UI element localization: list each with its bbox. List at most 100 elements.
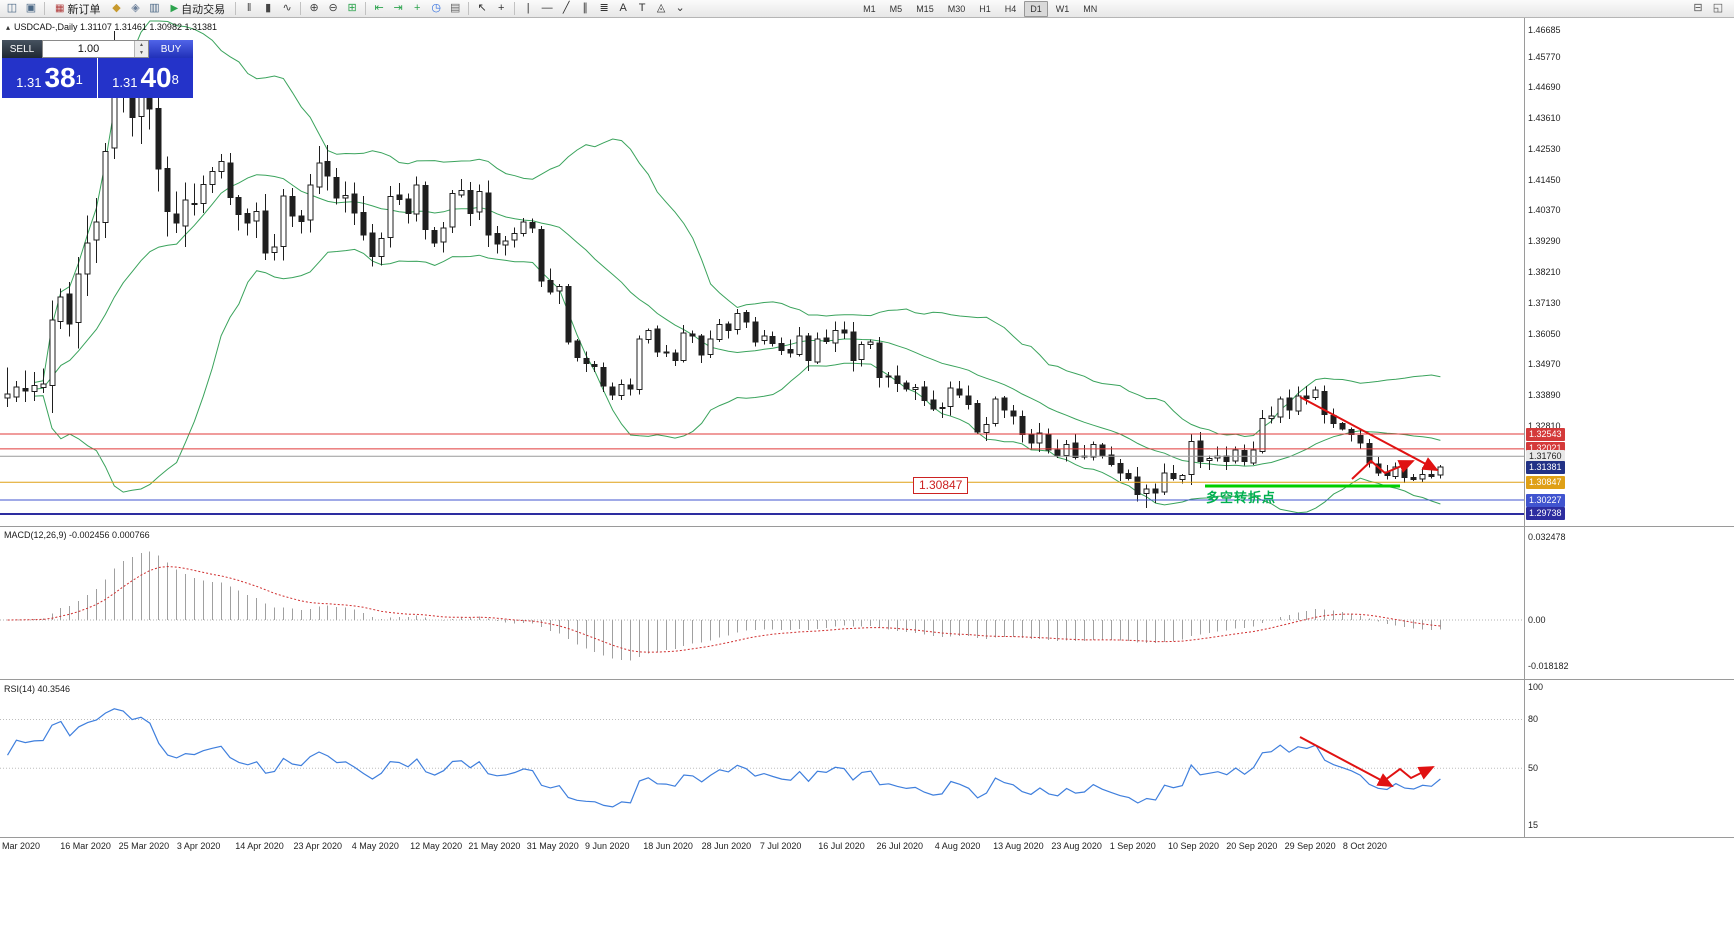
trendline-icon[interactable]: ╱ [562,2,570,14]
chart-title: ▴ USDCAD-,Daily 1.31107 1.31461 1.30982 … [6,22,217,32]
cursor-icon[interactable]: ↖ [477,2,487,14]
macd-axis-label: 0.00 [1528,614,1546,625]
rsi-indicator-label: RSI(14) 40.3546 [4,684,71,694]
label-icon[interactable]: T [638,2,646,14]
buy-button[interactable]: BUY [149,40,193,58]
timeframe-button-m30[interactable]: M30 [947,3,966,14]
date-axis-label: 7 Jul 2020 [759,841,802,851]
chart-canvas[interactable]: 1.46685 1.45770 1.44690 1.43610 1.42530 1.414… [0,18,1734,943]
zoom-in-icon[interactable]: ⊕ [309,2,319,14]
date-axis-label: 25 Mar 2020 [118,841,170,851]
date-axis-label: 8 Oct 2020 [1342,841,1387,851]
periods-icon[interactable]: ◷ [431,2,441,14]
buy-price-int: 1.31 [112,74,138,90]
rsi-axis-label: 100 [1528,681,1544,692]
depth-of-market-icon[interactable]: ◈ [131,2,140,14]
toolbar-separator [514,2,516,15]
price-axis-label: 1.36050 [1528,328,1561,339]
sell-button[interactable]: SELL [2,40,42,58]
volume-down-button[interactable]: ▼ [135,49,148,57]
date-axis-label: 23 Apr 2020 [293,841,343,851]
one-click-trading-panel: SELL 1.00 ▲ ▼ BUY 1.31 38 1 1.31 40 8 [2,40,193,98]
auto-trading-button-icon: ▶ [170,3,179,14]
templates-icon[interactable]: ▤ [449,2,461,14]
sell-price-point: 1 [75,71,83,87]
date-axis-label: 23 Aug 2020 [1051,841,1102,851]
vertical-line-icon[interactable]: | [526,2,530,14]
auto-trading-button[interactable]: ▶ 自动交易 [164,1,231,17]
price-tag: 1.29738 [1526,507,1565,521]
arrow-tools-icon[interactable]: ⌄ [675,2,685,14]
turning-point-label[interactable]: 多空转折点 [1206,490,1277,505]
buy-price-pips: 40 [140,62,172,93]
toolbar-separator [365,2,367,15]
sell-price-pips: 38 [44,62,76,93]
line-chart-type-icon[interactable]: ∿ [282,2,292,14]
toolbar: ◫ ▣ ▦ 新订单 ◆ ◈ ▥ ▶ 自动交易 ‖ ▮ ∿ ⊕ ⊖ ⊞ ⇤ ⇥ + ◷ ▤ ↖ + | — ╱ ∥ ≣ A T ◬ ⌄ M1 M… [0,0,1734,18]
date-axis-label: 21 May 2020 [468,841,521,851]
price-axis-label: 1.42530 [1528,143,1561,154]
timeframe-button-d1[interactable]: D1 [1024,0,1048,17]
terminal-icon[interactable]: ▥ [149,2,160,14]
buy-price[interactable]: 1.31 40 8 [98,58,193,98]
price-tag: 1.30847 [1526,475,1565,489]
price-axis-label: 1.33890 [1528,390,1561,401]
timeframe-button-mn[interactable]: MN [1083,3,1098,14]
fibonacci-icon[interactable]: ≣ [599,2,609,14]
indicators-icon[interactable]: + [413,2,421,14]
sell-price[interactable]: 1.31 38 1 [2,58,98,98]
channel-icon[interactable]: ∥ [582,2,588,14]
price-axis-label: 1.46685 [1528,25,1561,36]
rsi-axis-label: 50 [1528,762,1539,773]
tile-windows-icon[interactable]: ⊞ [347,2,357,14]
rsi-axis-label: 15 [1528,819,1539,830]
price-quote-panel: 1.31 38 1 1.31 40 8 [2,58,193,98]
volume-value[interactable]: 1.00 [77,43,100,55]
price-tag: 1.31381 [1526,460,1565,474]
price-axis-label: 1.44690 [1528,82,1561,93]
date-axis-label: 4 Aug 2020 [934,841,981,851]
date-axis-label: 14 Apr 2020 [235,841,284,851]
date-axis-label: 1 Sep 2020 [1109,841,1156,851]
date-axis-label: 26 Jul 2020 [876,841,924,851]
symbols-icon[interactable]: ◆ [112,2,121,14]
timeframe-button-m15[interactable]: M15 [916,3,934,14]
rsi-axis-label: 80 [1528,713,1539,724]
toolbar-right-group: ⊟ ◱ [1689,1,1727,17]
text-icon[interactable]: A [619,2,627,14]
zoom-out-icon[interactable]: ⊖ [328,2,338,14]
chart-title-text: USDCAD-,Daily 1.31107 1.31461 1.30982 1.… [14,22,217,32]
new-order-button-icon: ▦ [55,3,65,14]
volume-up-button[interactable]: ▲ [135,41,148,49]
toolbar-separator [300,2,302,15]
volume-input[interactable]: 1.00 ▲ ▼ [42,40,149,58]
timeframe-button-m1[interactable]: M1 [863,3,876,14]
timeframe-button-m5[interactable]: M5 [889,3,903,14]
restore-window-icon[interactable]: ◱ [1712,2,1724,14]
price-axis-label: 1.39290 [1528,236,1561,247]
crosshair-icon[interactable]: + [497,2,505,14]
price-axis-label: 1.38210 [1528,267,1561,278]
toolbar-separator [468,2,470,15]
chart-shift-icon[interactable]: ⇥ [393,2,403,14]
new-chart-icon[interactable]: ◫ [6,2,18,14]
horizontal-line-icon[interactable]: — [541,2,553,14]
profiles-icon[interactable]: ▣ [25,2,37,14]
price-axis-label: 1.32810 [1528,420,1561,431]
date-axis-label: 29 Sep 2020 [1284,841,1336,851]
bar-chart-type-icon[interactable]: ‖ [246,2,252,14]
date-axis-label: 16 Jul 2020 [818,841,865,851]
toolbar-separator [235,2,237,15]
candlestick-type-icon[interactable]: ▮ [265,2,272,14]
shapes-icon[interactable]: ◬ [656,2,666,14]
docking-icon[interactable]: ⊟ [1693,2,1703,14]
timeframe-button-w1[interactable]: W1 [1055,3,1070,14]
auto-scroll-icon[interactable]: ⇤ [374,2,384,14]
timeframe-button-h4[interactable]: H4 [1004,3,1017,14]
toolbar-left-group: ◫ ▣ ▦ 新订单 ◆ ◈ ▥ ▶ 自动交易 ‖ ▮ ∿ ⊕ ⊖ ⊞ ⇤ ⇥ + ◷ ▤ ↖ + | — ╱ ∥ ≣ A T ◬ ⌄ [3,1,689,17]
support-price-label[interactable]: 1.30847 [913,477,969,494]
new-order-button[interactable]: ▦ 新订单 [49,1,106,17]
timeframe-button-h1[interactable]: H1 [979,3,991,14]
